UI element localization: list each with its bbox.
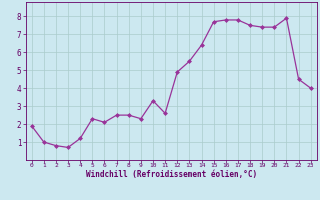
X-axis label: Windchill (Refroidissement éolien,°C): Windchill (Refroidissement éolien,°C)	[86, 170, 257, 179]
